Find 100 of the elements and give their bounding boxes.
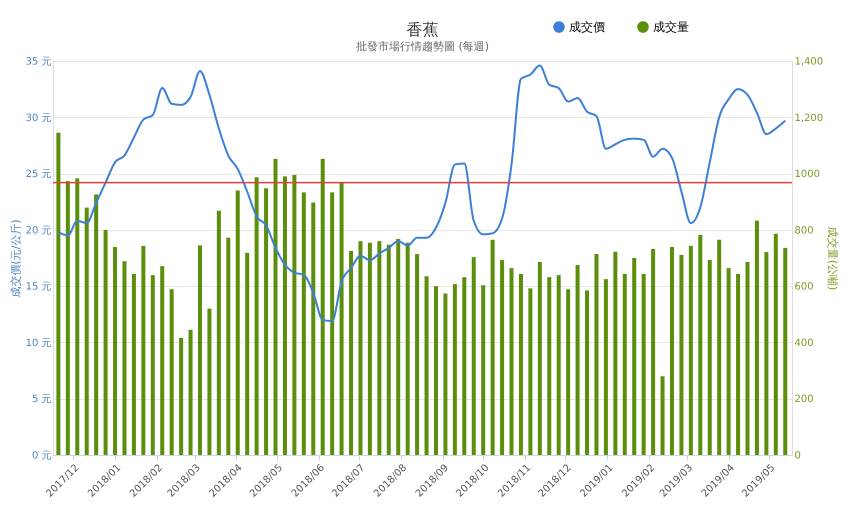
bar <box>651 248 656 455</box>
bar <box>56 132 60 455</box>
bar <box>94 194 98 455</box>
bar <box>500 260 504 455</box>
y-tick-label: 20 元 <box>26 225 52 236</box>
bar <box>188 330 193 455</box>
y2-tick-label: 400 <box>794 338 814 349</box>
bar <box>160 266 164 455</box>
y-tick-label: 0 元 <box>32 450 52 462</box>
bar <box>746 262 750 455</box>
bar <box>632 258 636 455</box>
bar <box>216 210 221 455</box>
bar <box>179 338 184 455</box>
bar <box>754 220 759 455</box>
bar <box>141 246 146 455</box>
bar <box>452 284 457 455</box>
bar <box>538 262 542 455</box>
bar <box>679 254 684 455</box>
bar <box>340 182 344 455</box>
bar <box>576 265 580 455</box>
legend-label: 成交價 <box>569 20 605 34</box>
bar <box>198 245 202 455</box>
bar <box>264 188 268 455</box>
y2-tick-label: 200 <box>794 394 814 406</box>
bar <box>282 176 287 455</box>
bar <box>518 274 523 455</box>
bar <box>66 181 70 455</box>
bar <box>170 289 174 455</box>
chart-title: 香蕉 <box>406 20 438 39</box>
bar <box>132 274 136 455</box>
bar <box>358 241 362 455</box>
bar <box>642 274 646 455</box>
bar <box>547 277 552 455</box>
bar <box>368 242 372 455</box>
y2-tick-label: 1,200 <box>794 112 824 124</box>
y-axis-title: 成交價(元/公斤) <box>10 219 23 298</box>
bar <box>528 288 532 455</box>
bar <box>594 254 598 455</box>
y-tick-label: 35 元 <box>26 56 52 68</box>
bar <box>472 257 476 455</box>
bar <box>556 275 561 455</box>
y-tick-label: 10 元 <box>26 338 52 349</box>
bar <box>698 234 702 455</box>
bar <box>302 192 306 455</box>
bar <box>406 242 410 455</box>
y-tick-label: 5 元 <box>32 394 52 406</box>
bar <box>396 238 400 455</box>
y2-axis-title: 成交量(公噸) <box>826 226 840 290</box>
y2-tick-label: 800 <box>794 225 814 236</box>
y2-tick-label: 0 <box>794 450 801 462</box>
bar <box>75 178 80 455</box>
bar <box>254 177 259 455</box>
bar <box>292 174 296 455</box>
bar <box>424 276 429 455</box>
y2-tick-label: 600 <box>794 282 814 293</box>
bar <box>708 260 712 455</box>
bar <box>434 286 438 455</box>
bar <box>613 252 618 455</box>
bar <box>622 274 627 455</box>
y-tick-label: 30 元 <box>26 112 52 124</box>
bar <box>349 250 354 455</box>
bar <box>764 252 768 455</box>
bar <box>670 247 674 455</box>
bar <box>717 240 722 455</box>
bar <box>311 202 316 455</box>
bar <box>726 268 731 455</box>
bar <box>566 289 570 455</box>
line-series <box>57 64 786 322</box>
bar <box>688 246 693 455</box>
bar <box>207 308 212 455</box>
bar <box>604 279 608 455</box>
bar <box>330 192 334 455</box>
bar <box>320 158 325 455</box>
bar <box>585 290 590 455</box>
bar <box>84 208 89 455</box>
legend-label: 成交量 <box>653 20 689 34</box>
bar <box>481 285 486 455</box>
bar <box>660 376 665 455</box>
bar <box>150 275 155 455</box>
bar <box>377 241 382 455</box>
bar <box>104 230 108 455</box>
bar <box>774 234 778 455</box>
y-tick-label: 15 元 <box>26 282 52 293</box>
bar <box>490 240 495 455</box>
bar <box>443 293 448 455</box>
bar <box>386 244 391 455</box>
bar <box>122 261 126 455</box>
y2-tick-label: 1000 <box>794 169 820 180</box>
bar <box>226 238 230 455</box>
bar <box>236 190 240 455</box>
bar <box>736 274 740 455</box>
chart-subtitle: 批發市場行情趨勢圖 (每週) <box>356 40 490 53</box>
bar <box>415 254 420 455</box>
bar <box>245 252 250 455</box>
bar <box>462 277 466 455</box>
bar <box>113 247 118 455</box>
y-tick-label: 25 元 <box>26 169 52 180</box>
y2-tick-label: 1,400 <box>794 56 824 68</box>
bar <box>783 248 788 455</box>
bar <box>274 158 278 455</box>
